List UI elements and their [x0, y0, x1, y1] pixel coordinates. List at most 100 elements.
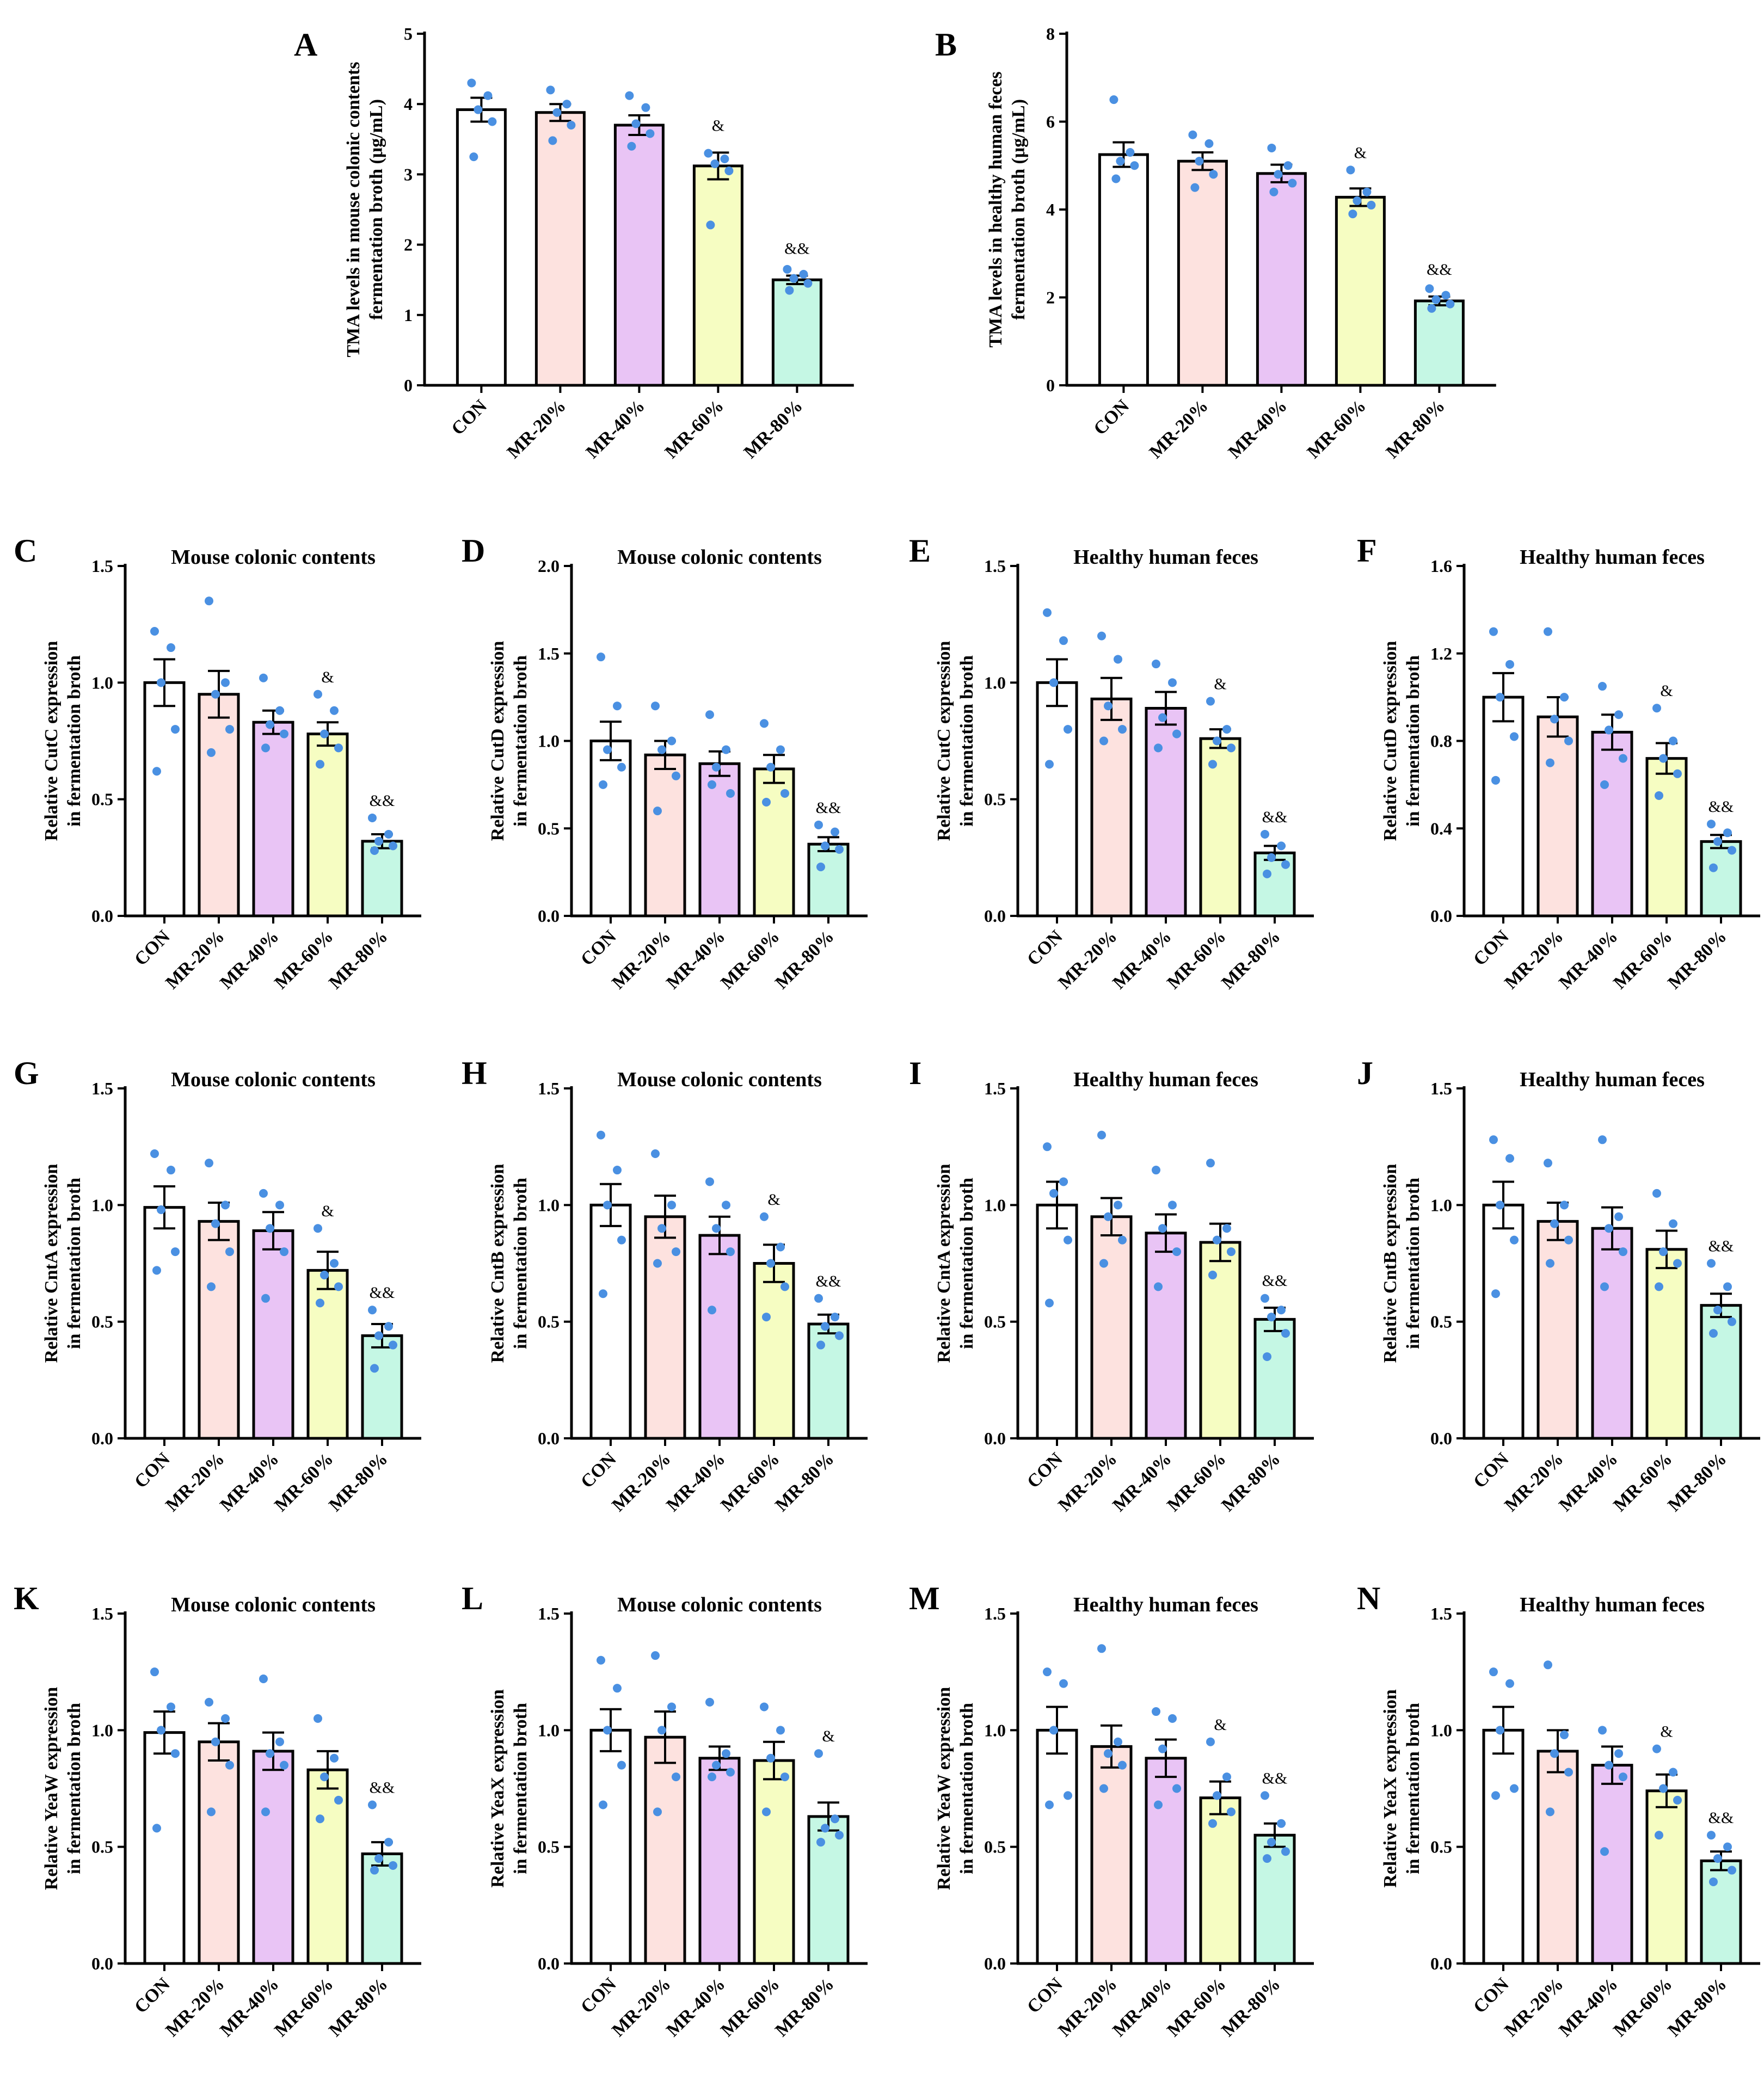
y-tick-label: 0.8 — [1430, 731, 1452, 751]
data-point — [816, 1340, 825, 1350]
data-point — [157, 1205, 165, 1214]
data-point — [1713, 1306, 1722, 1315]
bar — [1413, 299, 1465, 387]
data-point — [1598, 1135, 1607, 1144]
data-point — [646, 129, 655, 138]
x-tick-label: MR-20% — [608, 926, 674, 993]
x-tick-label: MR-80% — [1664, 926, 1730, 993]
data-point — [205, 1697, 213, 1707]
data-point — [1227, 1247, 1236, 1257]
data-point — [280, 729, 288, 738]
data-point — [205, 596, 213, 606]
significance-marker: && — [1262, 808, 1288, 826]
data-point — [1152, 1166, 1160, 1175]
y-tick-label: 0.0 — [984, 1954, 1006, 1973]
data-point — [152, 767, 161, 776]
significance-marker: && — [816, 799, 841, 817]
significance-marker: && — [1708, 1809, 1734, 1827]
data-point — [374, 836, 383, 846]
y-tick-label: 0.5 — [1430, 1312, 1452, 1332]
data-point — [760, 1702, 769, 1712]
data-point — [1126, 148, 1135, 157]
y-axis-label: TMA levels in healthy human feces ferment… — [986, 71, 1029, 347]
panel-k: K Mouse colonic contents Relative YeaW exp… — [14, 1580, 421, 2041]
data-point — [1154, 743, 1163, 753]
data-point — [1114, 1201, 1122, 1210]
x-tick-label: MR-40% — [216, 1974, 282, 2040]
data-point — [603, 745, 612, 754]
data-point — [831, 1814, 839, 1824]
data-point — [225, 725, 234, 734]
data-point — [705, 710, 714, 719]
data-point — [1652, 704, 1661, 713]
bar — [1256, 172, 1307, 387]
panel-title: Healthy human feces — [1073, 1068, 1258, 1091]
y-axis-label: Relative CutC expression in fermentation … — [41, 641, 84, 841]
data-point — [712, 1224, 721, 1233]
data-point — [1277, 841, 1286, 851]
data-point — [1097, 1644, 1106, 1653]
data-point — [152, 1266, 161, 1275]
y-axis-label-line: Relative CntA expression — [41, 1164, 62, 1363]
data-point — [1605, 1760, 1613, 1770]
data-point — [1168, 1201, 1177, 1210]
y-axis-label: Relative YeaX expression in fermentation … — [1380, 1689, 1423, 1888]
y-tick-label: 0.5 — [538, 818, 560, 838]
panel-title: Mouse colonic contents — [171, 546, 376, 569]
data-point — [567, 120, 576, 130]
data-point — [1263, 869, 1271, 878]
data-point — [1111, 174, 1121, 183]
data-point — [1099, 1784, 1108, 1793]
data-point — [1097, 631, 1106, 641]
data-point — [1154, 1800, 1163, 1809]
bar — [1482, 695, 1525, 918]
data-point — [320, 1270, 329, 1279]
data-point — [330, 1753, 339, 1763]
data-point — [1489, 627, 1498, 636]
bar — [698, 1234, 741, 1440]
data-point — [599, 1289, 607, 1298]
panel-d: D Mouse colonic contents Relative CutD exp… — [462, 533, 868, 993]
data-point — [1441, 291, 1450, 300]
bar — [1036, 681, 1078, 918]
x-tick-label: MR-20% — [608, 1449, 674, 1515]
data-point — [1614, 1749, 1623, 1758]
data-point — [1652, 1744, 1661, 1753]
bar — [1036, 1728, 1078, 1965]
data-point — [1104, 1212, 1113, 1221]
y-axis-label-line: Relative YeaX expression — [1380, 1689, 1400, 1888]
y-tick-label: 0.5 — [984, 1837, 1006, 1857]
y-axis-label-line: in fermentation broth — [1403, 655, 1423, 827]
y-tick-label: 5 — [404, 24, 413, 44]
x-tick-label: CON — [447, 396, 491, 439]
data-point — [641, 103, 650, 112]
y-tick-label: 0 — [404, 375, 413, 395]
data-point — [651, 1651, 660, 1660]
data-point — [1213, 1791, 1221, 1800]
data-point — [266, 1224, 274, 1233]
data-point — [1652, 1189, 1661, 1198]
data-point — [469, 152, 478, 162]
y-axis-label-line: in fermentation broth — [1403, 1178, 1423, 1349]
y-tick-label: 0.0 — [1430, 906, 1452, 926]
data-point — [1222, 1224, 1231, 1233]
panel-letter: M — [909, 1580, 940, 1616]
y-tick-label: 1.0 — [538, 731, 560, 751]
bar — [1253, 1318, 1296, 1440]
y-tick-label: 1.5 — [538, 1079, 560, 1098]
x-tick-label: MR-40% — [1109, 926, 1175, 993]
data-point — [1281, 860, 1290, 869]
x-tick-label: CON — [131, 1974, 174, 2017]
bar — [1645, 757, 1688, 918]
data-point — [1496, 693, 1504, 702]
bar — [613, 124, 665, 387]
data-point — [1619, 754, 1627, 763]
y-tick-label: 0.0 — [538, 1429, 560, 1448]
data-point — [374, 1854, 383, 1863]
bar — [143, 681, 186, 918]
data-point — [1427, 304, 1436, 313]
y-tick-label: 2 — [1046, 288, 1055, 307]
y-tick-label: 3 — [404, 164, 413, 184]
data-point — [1158, 1744, 1167, 1753]
data-point — [708, 1306, 716, 1315]
